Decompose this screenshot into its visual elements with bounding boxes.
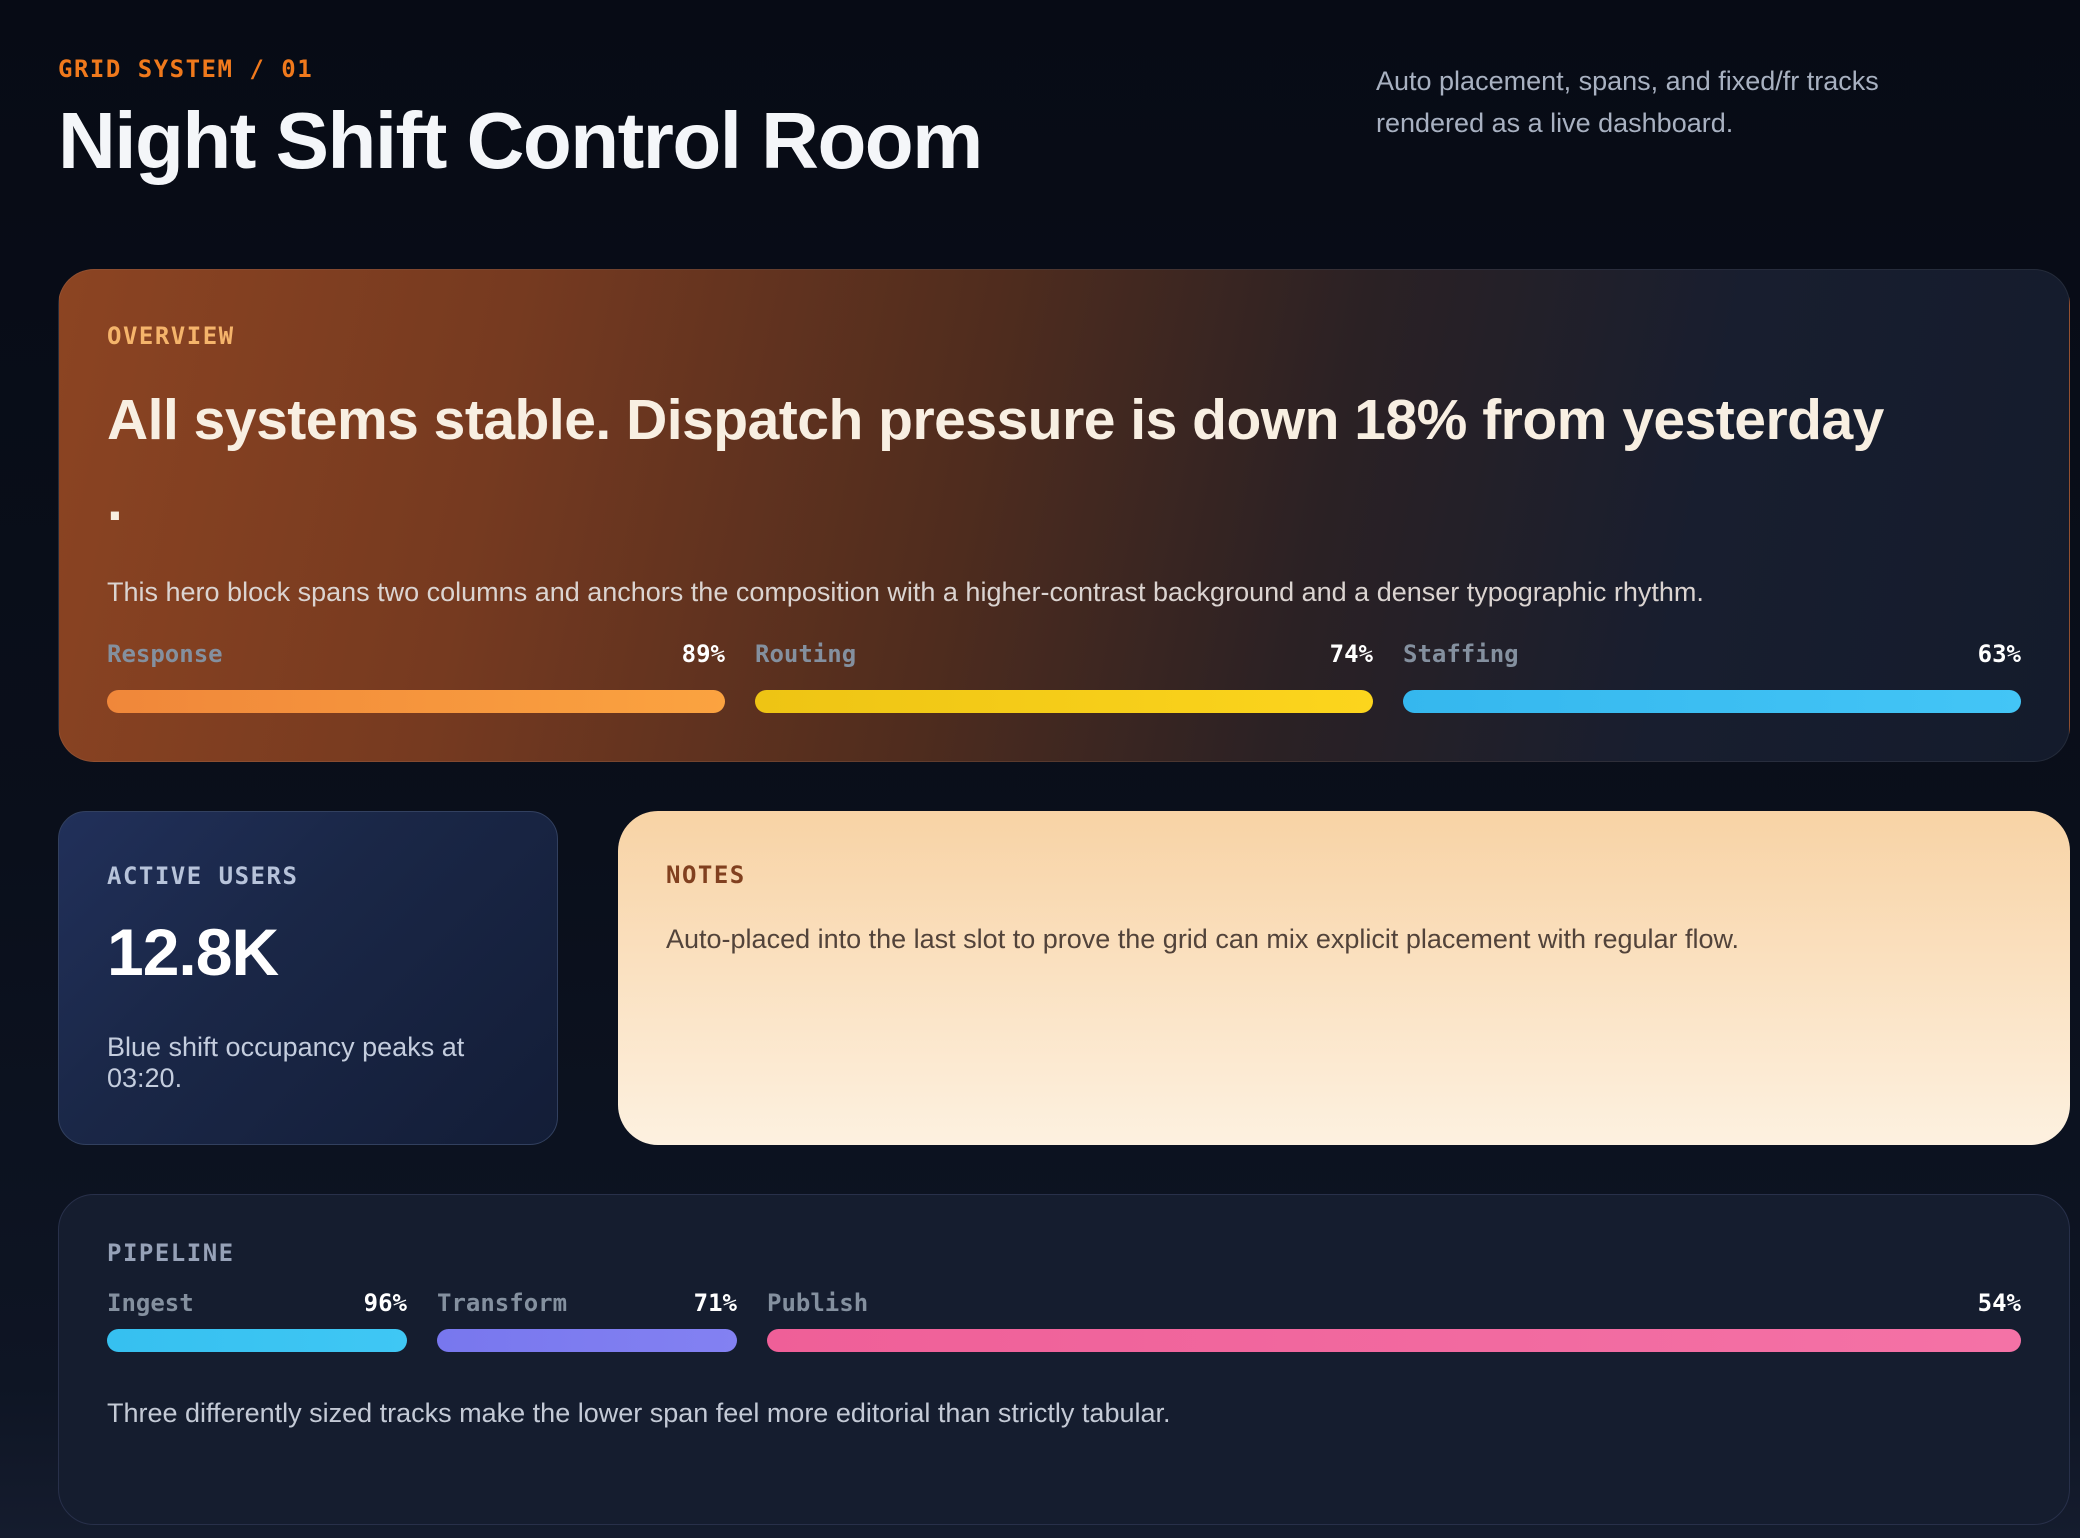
overview-card: OVERVIEW All systems stable. Dispatch pr… — [58, 269, 2070, 762]
page-title: Night Shift Control Room — [58, 96, 983, 185]
overview-description: This hero block spans two columns and an… — [107, 576, 1704, 607]
meter-ingest-bar — [107, 1329, 407, 1352]
meter-publish-value: 54% — [1977, 1289, 2021, 1317]
overview-headline: All systems stable. Dispatch pressure is… — [107, 380, 2021, 542]
pipeline-card: PIPELINE Ingest 96% Transform 71% Publis… — [58, 1194, 2070, 1525]
notes-card: NOTES Auto-placed into the last slot to … — [618, 811, 2070, 1145]
page-header: GRID SYSTEM / 01 Night Shift Control Roo… — [58, 0, 2070, 185]
header-titles: GRID SYSTEM / 01 Night Shift Control Roo… — [58, 55, 983, 185]
meter-response-label: Response — [107, 640, 223, 669]
meter-transform-label: Transform — [437, 1289, 568, 1317]
meter-staffing-value: 63% — [1977, 640, 2021, 669]
overview-headline-text: All systems stable. Dispatch pressure is… — [107, 388, 1884, 452]
meter-routing-value: 74% — [1329, 640, 1373, 669]
meter-routing-label: Routing — [755, 640, 857, 669]
page-tagline: Auto placement, spans, and fixed/fr trac… — [1376, 66, 1879, 138]
overview-headline-period: . — [107, 468, 123, 533]
meter-ingest: Ingest 96% — [107, 1289, 407, 1352]
meter-response-value: 89% — [681, 640, 725, 669]
overview-meters: Response 89% Routing 74% Staffing 63% — [107, 640, 2021, 714]
meter-transform-bar — [437, 1329, 737, 1352]
meter-transform: Transform 71% — [437, 1289, 737, 1352]
pipeline-caption: Three differently sized tracks make the … — [107, 1398, 1171, 1428]
meter-ingest-label: Ingest — [107, 1289, 194, 1317]
meter-staffing-label: Staffing — [1403, 640, 1519, 669]
pipeline-meters: Ingest 96% Transform 71% Publish 54% — [107, 1289, 2021, 1352]
active-users-card: ACTIVE USERS 12.8K Blue shift occupancy … — [58, 811, 558, 1145]
active-users-label: ACTIVE USERS — [107, 862, 299, 890]
meter-routing: Routing 74% — [755, 640, 1373, 714]
meter-routing-bar — [755, 690, 1373, 714]
active-users-value: 12.8K — [107, 915, 279, 989]
pipeline-label: PIPELINE — [107, 1239, 235, 1267]
meter-transform-value: 71% — [693, 1289, 737, 1317]
middle-row: ACTIVE USERS 12.8K Blue shift occupancy … — [58, 811, 2070, 1145]
meter-staffing-bar — [1403, 690, 2021, 714]
meter-publish: Publish 54% — [767, 1289, 2021, 1352]
meter-response-bar — [107, 690, 725, 714]
meter-staffing: Staffing 63% — [1403, 640, 2021, 714]
notes-label: NOTES — [666, 861, 746, 889]
notes-body: Auto-placed into the last slot to prove … — [666, 924, 1740, 954]
meter-publish-label: Publish — [767, 1289, 869, 1317]
overview-card-label: OVERVIEW — [107, 322, 235, 350]
meter-response: Response 89% — [107, 640, 725, 714]
meter-publish-bar — [767, 1329, 2021, 1352]
active-users-caption: Blue shift occupancy peaks at 03:20. — [107, 1032, 465, 1093]
meter-ingest-value: 96% — [363, 1289, 407, 1317]
eyebrow-label: GRID SYSTEM / 01 — [58, 55, 314, 83]
